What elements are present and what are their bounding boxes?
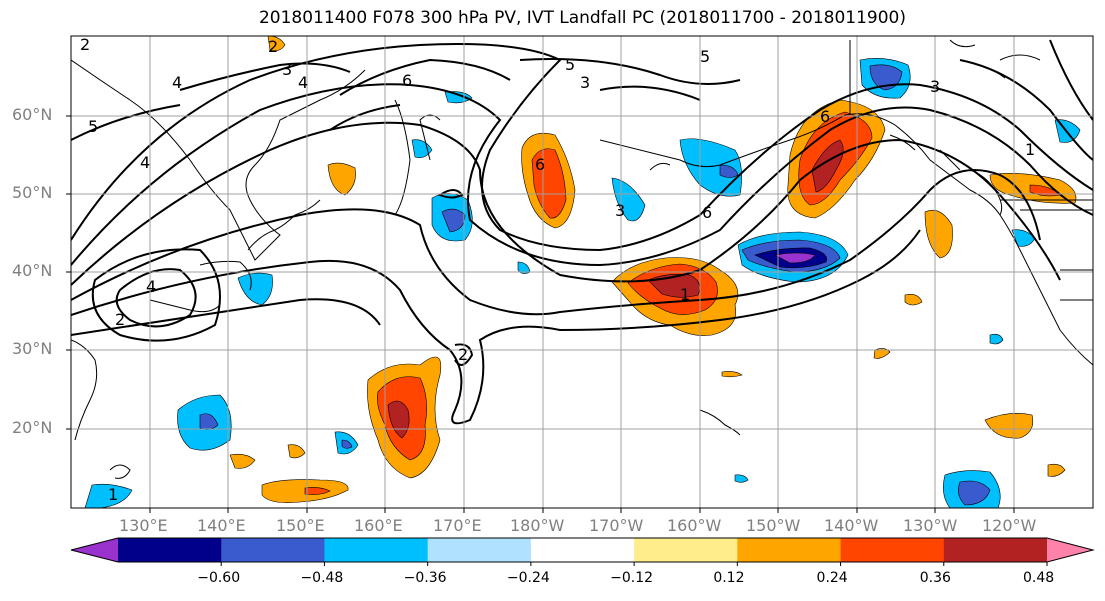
contour-label: 4: [146, 277, 156, 296]
lat-label: 30°N: [12, 339, 53, 358]
colorbar-tick-label: −0.36: [403, 570, 447, 586]
lon-label: 140°W: [824, 516, 879, 535]
lon-label: 150°E: [276, 516, 325, 535]
contour-label: 2: [115, 310, 125, 329]
colorbar-bin: [737, 538, 842, 562]
contour-label: 3: [580, 73, 590, 92]
contour-label: 1: [108, 485, 118, 504]
contour-label: 5: [700, 47, 710, 66]
contour-label: 2: [458, 345, 468, 364]
lat-label: 60°N: [12, 105, 53, 124]
lon-label: 160°E: [354, 516, 403, 535]
colorbar-bin: [324, 538, 429, 562]
lon-label: 180°W: [510, 516, 565, 535]
colorbar-tick-label: −0.12: [610, 570, 654, 586]
lon-label: 160°W: [667, 516, 722, 535]
colorbar-tick-label: 0.12: [713, 570, 745, 586]
colorbar-bin: [221, 538, 325, 562]
contour-label: 4: [140, 153, 150, 172]
colorbar-tick-label: 0.24: [816, 570, 848, 586]
contour-labels: 2 3 4 6 5 4 5 6 5 4 6 3 1 1 3 6 2 2 4 2 …: [80, 35, 1035, 504]
colorbar-tick-label: −0.60: [197, 570, 241, 586]
contour-label: 6: [702, 203, 712, 222]
contour-label: 3: [615, 201, 625, 220]
colorbar-tick-label: −0.48: [300, 570, 344, 586]
pv-anomaly-fill: [84, 36, 1081, 508]
colorbar-bin: [118, 538, 222, 562]
lon-label: 140°E: [197, 516, 246, 535]
contour-label: 4: [172, 73, 182, 92]
contour-label: 1: [1025, 140, 1035, 159]
contour-label: 1: [680, 285, 690, 304]
tick-marks: [66, 115, 1015, 513]
lon-label: 170°W: [589, 516, 644, 535]
contour-label: 3: [282, 60, 292, 79]
colorbar-bin: [943, 538, 1048, 562]
colorbar-extend-low: [71, 538, 118, 562]
colorbar-extend-high: [1047, 538, 1093, 562]
lon-label: 130°E: [119, 516, 168, 535]
contour-label: 4: [298, 73, 308, 92]
colorbar: [70, 537, 1095, 566]
lat-label: 40°N: [12, 261, 53, 280]
lon-label: 130°W: [903, 516, 958, 535]
colorbar-outline: [70, 537, 1095, 563]
colorbar-tick-label: 0.48: [1023, 570, 1055, 586]
contour-label: 5: [565, 55, 575, 74]
colorbar-bin: [840, 538, 945, 562]
colorbar-tick-label: −0.24: [506, 570, 550, 586]
lat-label: 20°N: [12, 418, 53, 437]
lon-label: 150°W: [746, 516, 801, 535]
colorbar-tick-label: 0.36: [919, 570, 951, 586]
contour-label: 6: [402, 71, 412, 90]
contour-label: 2: [268, 37, 278, 56]
colorbar-bin: [634, 538, 738, 562]
lat-label: 50°N: [12, 183, 53, 202]
grid-lines: [71, 36, 1093, 508]
contour-label: 6: [820, 107, 830, 126]
lon-label: 170°E: [433, 516, 482, 535]
colorbar-bin: [427, 538, 532, 562]
contour-label: 6: [535, 155, 545, 174]
colorbar-bin: [530, 538, 635, 562]
contour-label: 3: [930, 77, 940, 96]
contour-label: 5: [88, 117, 98, 136]
lon-label: 120°W: [982, 516, 1037, 535]
pv-contours: [71, 39, 1093, 425]
map-title: 2018011400 F078 300 hPa PV, IVT Landfall…: [258, 8, 906, 28]
contour-label: 2: [80, 35, 90, 54]
